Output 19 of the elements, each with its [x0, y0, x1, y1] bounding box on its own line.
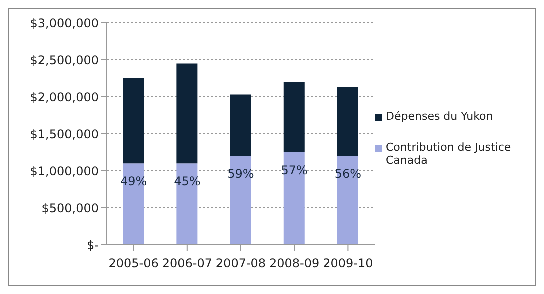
x-tick-label: 2007-08 [216, 256, 266, 271]
bar [176, 64, 198, 164]
x-tick-label: 2006-07 [162, 256, 212, 271]
x-tick-label: 2008-09 [270, 256, 320, 271]
y-tick-label: $2,500,000 [30, 53, 99, 68]
bar [123, 78, 144, 164]
bar [337, 87, 358, 156]
y-tick-label: $- [87, 238, 99, 252]
y-tick-label: $1,000,000 [30, 164, 99, 178]
y-tick-label: $3,000,000 [30, 16, 99, 30]
legend-label: Dépenses du Yukon [386, 110, 494, 122]
y-tick-label: $500,000 [42, 201, 99, 216]
bar [284, 82, 305, 152]
y-tick-label: $1,500,000 [30, 127, 99, 142]
x-tick-label: 2009-10 [323, 256, 374, 271]
x-tick-label: 2005-06 [108, 256, 159, 271]
y-tick-label: $2,000,000 [30, 90, 99, 104]
bar [230, 94, 252, 156]
legend-label: Contribution de Justice Canada [386, 140, 512, 166]
